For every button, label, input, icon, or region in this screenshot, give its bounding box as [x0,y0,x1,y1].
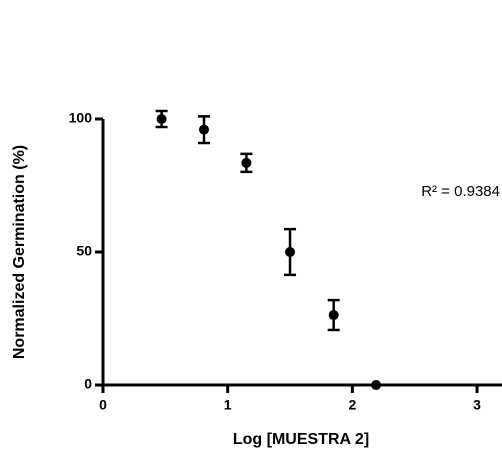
data-point [156,114,167,124]
data-point [371,380,382,390]
x-tick-label: 3 [473,397,481,413]
y-tick-label: 50 [76,243,92,259]
data-point [198,124,209,135]
annotation: R² = 0.9384 [421,183,500,200]
y-axis-label: Normalized Germination (%) [11,145,28,359]
data-point [328,310,339,321]
x-tick-label: 0 [99,397,107,413]
x-tick-label: 1 [224,397,232,413]
x-tick-label: 2 [348,397,356,413]
data-point [285,247,296,257]
y-tick-label: 0 [84,376,92,392]
x-axis-label: Log [MUESTRA 2] [233,431,369,448]
data-point [241,157,252,168]
y-tick-label: 100 [69,110,93,126]
